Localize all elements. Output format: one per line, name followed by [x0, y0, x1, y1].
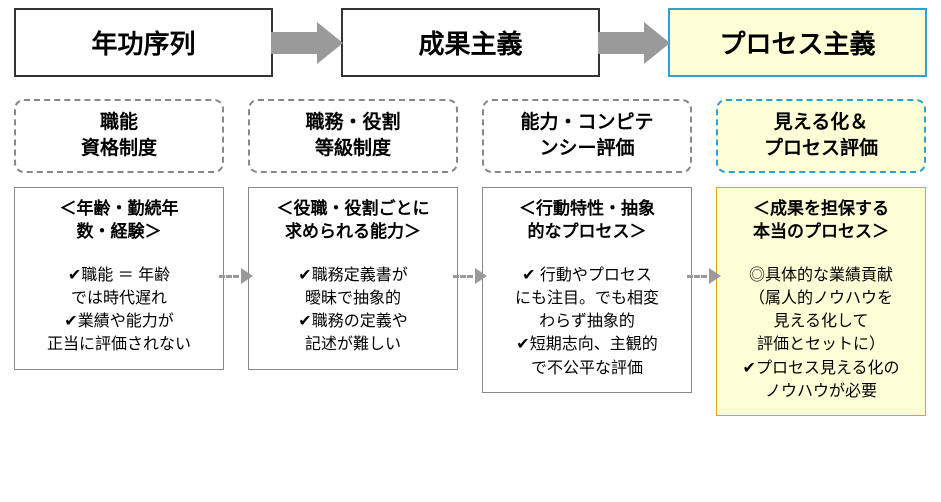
- col-1: 職務・役割等級制度 ＜役職・役割ごとに求められる能力＞ ✔職務定義書が曖昧で抽象…: [248, 99, 458, 416]
- detail-body-3: ◎具体的な業績貢献（属人的ノウハウを見える化して評価とセットに）✔プロセス見える…: [725, 264, 917, 403]
- top-box-2: プロセス主義: [668, 8, 927, 77]
- detail-box-2: ＜行動特性・抽象的なプロセス＞ ✔ 行動やプロセスにも注目。でも相変わらず抽象的…: [482, 187, 692, 393]
- thick-arrow-icon: [598, 22, 670, 64]
- col-0: 職能資格制度 ＜年齢・勤続年数・経験＞ ✔職能 ＝ 年齢では時代遅れ✔業績や能力…: [14, 99, 224, 416]
- col-3: 見える化＆プロセス評価 ＜成果を担保する本当のプロセス＞ ◎具体的な業績貢献（属…: [716, 99, 926, 416]
- detail-head-0: ＜年齢・勤続年数・経験＞: [23, 198, 215, 244]
- top-box-1: 成果主義: [341, 8, 600, 77]
- sub-box-1: 職務・役割等級制度: [248, 99, 458, 173]
- columns-row: 職能資格制度 ＜年齢・勤続年数・経験＞ ✔職能 ＝ 年齢では時代遅れ✔業績や能力…: [0, 77, 941, 416]
- detail-head-2: ＜行動特性・抽象的なプロセス＞: [491, 198, 683, 244]
- detail-box-3: ＜成果を担保する本当のプロセス＞ ◎具体的な業績貢献（属人的ノウハウを見える化し…: [716, 187, 926, 416]
- detail-body-2: ✔ 行動やプロセスにも注目。でも相変わらず抽象的✔短期志向、主観的で不公平な評価: [491, 264, 683, 380]
- detail-head-1: ＜役職・役割ごとに求められる能力＞: [257, 198, 449, 244]
- top-row: 年功序列 成果主義 プロセス主義: [0, 0, 941, 77]
- detail-body-0: ✔職能 ＝ 年齢では時代遅れ✔業績や能力が正当に評価されない: [23, 264, 215, 357]
- top-box-0: 年功序列: [14, 8, 273, 77]
- detail-box-0: ＜年齢・勤続年数・経験＞ ✔職能 ＝ 年齢では時代遅れ✔業績や能力が正当に評価さ…: [14, 187, 224, 370]
- thick-arrow-icon: [271, 22, 343, 64]
- detail-head-3: ＜成果を担保する本当のプロセス＞: [725, 198, 917, 244]
- gap-1: [458, 99, 482, 416]
- col-2: 能力・コンピテンシー評価 ＜行動特性・抽象的なプロセス＞ ✔ 行動やプロセスにも…: [482, 99, 692, 416]
- detail-box-1: ＜役職・役割ごとに求められる能力＞ ✔職務定義書が曖昧で抽象的✔職務の定義や記述…: [248, 187, 458, 370]
- dashed-arrow-icon: [224, 266, 248, 286]
- gap-0: [224, 99, 248, 416]
- sub-box-0: 職能資格制度: [14, 99, 224, 173]
- detail-body-1: ✔職務定義書が曖昧で抽象的✔職務の定義や記述が難しい: [257, 264, 449, 357]
- dashed-arrow-icon: [458, 266, 482, 286]
- sub-box-3: 見える化＆プロセス評価: [716, 99, 926, 173]
- dashed-arrow-icon: [692, 266, 716, 286]
- gap-2: [692, 99, 716, 416]
- sub-box-2: 能力・コンピテンシー評価: [482, 99, 692, 173]
